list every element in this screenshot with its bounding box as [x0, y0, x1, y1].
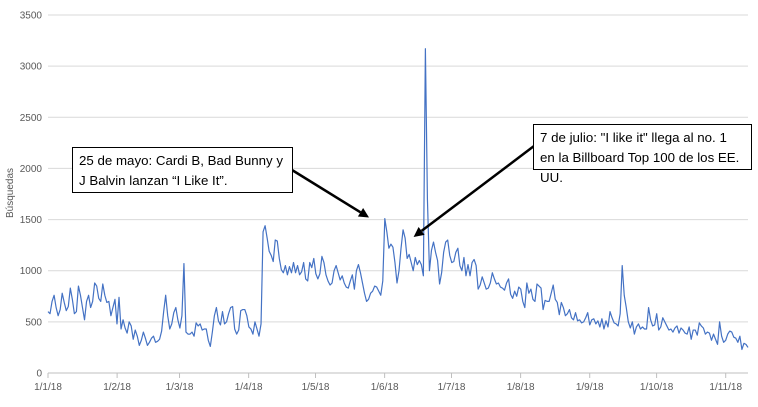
x-tick-label: 1/1/18 — [34, 382, 62, 393]
x-tick-label: 1/7/18 — [438, 382, 466, 393]
x-tick-label: 1/3/18 — [166, 382, 194, 393]
y-tick-label: 3500 — [20, 11, 43, 22]
x-tick-label: 1/2/18 — [103, 382, 131, 393]
x-tick-label: 1/4/18 — [235, 382, 263, 393]
gridlines — [48, 14, 748, 374]
annotation-arrow-line — [291, 168, 362, 214]
annotation-arrow-line — [420, 145, 535, 232]
x-tick-label: 1/11/18 — [709, 382, 742, 393]
annotation-number-one: 7 de julio: "I like it" llega al no. 1 e… — [533, 124, 752, 185]
y-axis-label: Búsquedas — [5, 168, 16, 218]
x-tick-label: 1/6/18 — [371, 382, 399, 393]
annotation-arrow-head — [413, 226, 425, 237]
y-tick-label: 3000 — [20, 62, 43, 73]
y-tick-label: 2000 — [20, 164, 43, 175]
y-tick-label: 500 — [25, 317, 42, 328]
y-tick-label: 0 — [36, 369, 42, 380]
x-tick-label: 1/9/18 — [576, 382, 604, 393]
y-tick-label: 2500 — [20, 113, 43, 124]
y-axis: 0 500 1000 1500 2000 2500 3000 3500 — [20, 11, 43, 380]
y-tick-label: 1000 — [20, 266, 43, 277]
x-axis: 1/1/18 1/2/18 1/3/18 1/4/18 1/5/18 1/6/18 1/7/… — [34, 373, 742, 393]
x-tick-label: 1/5/18 — [302, 382, 330, 393]
annotation-release: 25 de mayo: Cardi B, Bad Bunny y J Balvi… — [72, 147, 293, 193]
annotation-arrow-head — [357, 208, 370, 218]
series-line-busquedas — [47, 48, 749, 351]
x-tick-label: 1/10/18 — [640, 382, 674, 393]
x-tick-label: 1/8/18 — [507, 382, 535, 393]
annotation-arrows — [291, 145, 535, 237]
y-tick-label: 1500 — [20, 215, 43, 226]
